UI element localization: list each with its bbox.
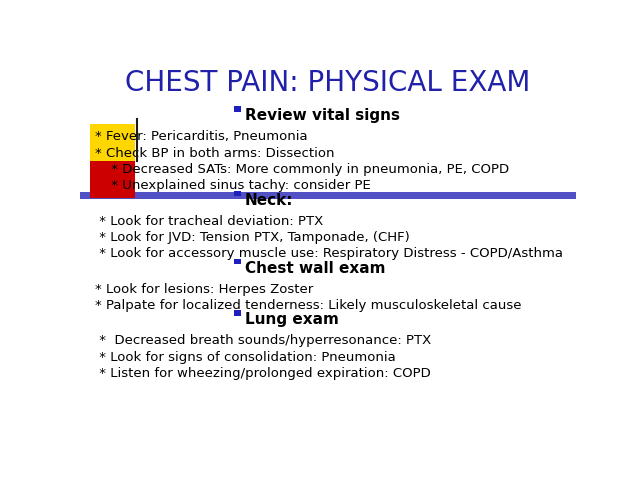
Text: * Look for tracheal deviation: PTX: * Look for tracheal deviation: PTX bbox=[95, 215, 323, 228]
Text: * Listen for wheezing/prolonged expiration: COPD: * Listen for wheezing/prolonged expirati… bbox=[95, 367, 431, 380]
Text: * Look for accessory muscle use: Respiratory Distress - COPD/Asthma: * Look for accessory muscle use: Respira… bbox=[95, 247, 563, 260]
Text: Lung exam: Lung exam bbox=[244, 312, 339, 327]
Bar bbox=[234, 191, 241, 196]
Bar bbox=[90, 124, 134, 161]
Text: * Check BP in both arms: Dissection: * Check BP in both arms: Dissection bbox=[95, 147, 334, 160]
Text: *  Decreased breath sounds/hyperresonance: PTX: * Decreased breath sounds/hyperresonance… bbox=[95, 335, 431, 348]
Text: Chest wall exam: Chest wall exam bbox=[244, 261, 385, 276]
Text: * Look for lesions: Herpes Zoster: * Look for lesions: Herpes Zoster bbox=[95, 283, 313, 296]
Text: * Unexplained sinus tachy: consider PE: * Unexplained sinus tachy: consider PE bbox=[108, 179, 371, 192]
Bar bbox=[234, 311, 241, 315]
Bar bbox=[90, 161, 134, 198]
Text: * Decreased SATs: More commonly in pneumonia, PE, COPD: * Decreased SATs: More commonly in pneum… bbox=[108, 163, 509, 176]
Text: CHEST PAIN: PHYSICAL EXAM: CHEST PAIN: PHYSICAL EXAM bbox=[125, 69, 531, 96]
Text: * Palpate for localized tenderness: Likely musculoskeletal cause: * Palpate for localized tenderness: Like… bbox=[95, 299, 522, 312]
Text: * Fever: Pericarditis, Pneumonia: * Fever: Pericarditis, Pneumonia bbox=[95, 131, 307, 144]
Text: * Look for JVD: Tension PTX, Tamponade, (CHF): * Look for JVD: Tension PTX, Tamponade, … bbox=[95, 231, 410, 244]
Bar bbox=[234, 107, 241, 111]
Text: Neck:: Neck: bbox=[244, 192, 293, 207]
Text: Review vital signs: Review vital signs bbox=[244, 108, 399, 123]
Bar bbox=[234, 259, 241, 264]
Bar bbox=[80, 192, 576, 199]
Text: * Look for signs of consolidation: Pneumonia: * Look for signs of consolidation: Pneum… bbox=[95, 351, 396, 364]
